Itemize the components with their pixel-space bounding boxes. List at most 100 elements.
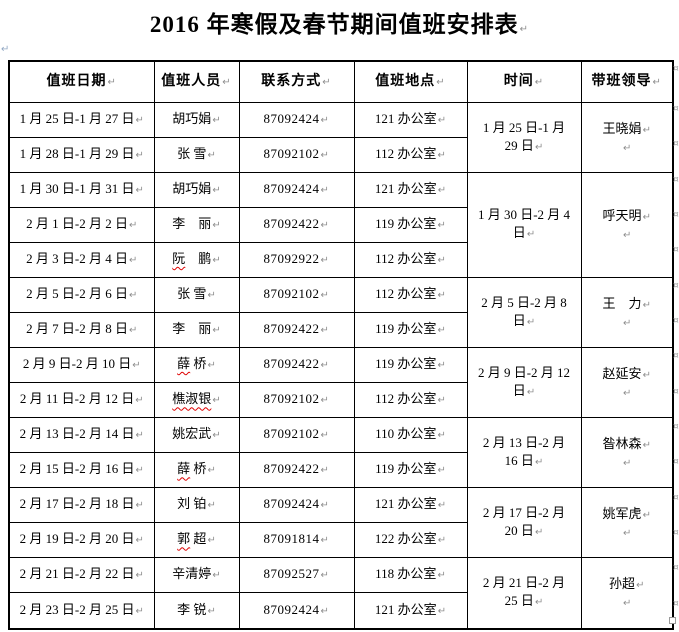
duty-date-cell[interactable]: 2 月 9 日-2 月 10 日↵ [8, 347, 155, 384]
duty-person-cell[interactable]: 樵淑银↵ [153, 382, 240, 419]
time-range-cell[interactable]: 2 月 17 日-2 月 20 日↵ [466, 487, 582, 559]
duty-date-cell[interactable]: 1 月 25 日-1 月 27 日↵ [8, 101, 155, 139]
leader-cell[interactable]: 赵延安↵ ↵ [580, 347, 674, 419]
paragraph-mark: ↵ [437, 150, 446, 162]
duty-date-cell[interactable]: 2 月 3 日-2 月 4 日↵ [8, 242, 155, 279]
table-row: 2 月 7 日-2 月 8 日↵ 李 丽↵ 87092422↵ 119 办公室↵ [8, 312, 673, 349]
time-range-cell[interactable]: 2 月 5 日-2 月 8 日↵ [466, 277, 582, 349]
duty-date-cell[interactable]: 2 月 15 日-2 月 16 日↵ [8, 452, 155, 489]
duty-date-cell[interactable]: 2 月 11 日-2 月 12 日↵ [8, 382, 155, 419]
time-range-cell[interactable]: 2 月 9 日-2 月 12 日↵ [466, 347, 582, 419]
contact-phone-cell[interactable]: 87092102↵ [238, 382, 355, 419]
person-text: 桥 [190, 461, 207, 477]
duty-location-cell[interactable]: 119 办公室↵ [353, 207, 468, 244]
row-end-mark: ¤ [673, 599, 679, 609]
leader-cell[interactable]: 姚军虎↵ ↵ [580, 487, 674, 559]
duty-date-cell[interactable]: 2 月 1 日-2 月 2 日↵ [8, 207, 155, 244]
duty-person-cell[interactable]: 胡巧娟↵ [153, 172, 240, 209]
duty-date-cell[interactable]: 2 月 17 日-2 月 18 日↵ [8, 487, 155, 524]
paragraph-mark: ↵ [135, 570, 144, 582]
contact-phone-cell[interactable]: 87092424↵ [238, 101, 355, 139]
paragraph-mark: ↵ [107, 76, 117, 88]
contact-phone-cell[interactable]: 87092527↵ [238, 557, 355, 594]
duty-person-cell[interactable]: 李 锐↵ [153, 592, 240, 630]
time-range-cell[interactable]: 2 月 21 日-2 月 25 日↵ [466, 557, 582, 630]
paragraph-mark: ↵ [623, 527, 632, 539]
header-duty-location[interactable]: 值班地点↵ [353, 60, 468, 103]
duty-location-cell[interactable]: 121 办公室↵ [353, 487, 468, 524]
contact-phone-cell[interactable]: 87092422↵ [238, 312, 355, 349]
page-title[interactable]: 2016 年寒假及春节期间值班安排表↵ [0, 5, 679, 39]
duty-location-cell[interactable]: 121 办公室↵ [353, 172, 468, 209]
duty-date-cell[interactable]: 2 月 23 日-2 月 25 日↵ [8, 592, 155, 630]
contact-phone-cell[interactable]: 87092102↵ [238, 137, 355, 174]
contact-phone-cell[interactable]: 87092422↵ [238, 207, 355, 244]
contact-phone-cell[interactable]: 87092422↵ [238, 347, 355, 384]
header-time[interactable]: 时间↵ [466, 60, 582, 103]
duty-person-cell[interactable]: 张 雪↵ [153, 277, 240, 314]
duty-date-cell[interactable]: 2 月 13 日-2 月 14 日↵ [8, 417, 155, 454]
header-leader[interactable]: 带班领导↵ [580, 60, 674, 103]
leader-text: 姚军虎 [602, 505, 642, 521]
duty-location-cell[interactable]: 119 办公室↵ [353, 452, 468, 489]
duty-person-cell[interactable]: 薛 桥↵ [153, 452, 240, 489]
table-row: 2 月 13 日-2 月 14 日↵ 姚宏武↵ 87092102↵ 110 办公室↵ 2… [8, 417, 674, 489]
contact-phone-cell[interactable]: 87092424↵ [238, 172, 355, 209]
contact-phone-cell[interactable]: 87092102↵ [238, 417, 355, 454]
duty-location-cell[interactable]: 121 办公室↵ [353, 592, 468, 630]
paragraph-mark: ↵ [320, 290, 330, 302]
duty-location-cell[interactable]: 119 办公室↵ [353, 347, 468, 384]
duty-date-cell[interactable]: 1 月 30 日-1 月 31 日↵ [8, 172, 155, 209]
leader-cell[interactable]: 王晓娟↵ ↵ [580, 101, 674, 174]
time-range-cell[interactable]: 1 月 30 日-2 月 4 日↵ [466, 172, 582, 279]
duty-person-cell[interactable]: 李 丽↵ [153, 312, 240, 349]
paragraph-mark: ↵ [642, 369, 651, 381]
duty-location-cell[interactable]: 110 办公室↵ [353, 417, 468, 454]
duty-location-cell[interactable]: 112 办公室↵ [353, 242, 468, 279]
duty-person-cell[interactable]: 李 丽↵ [153, 207, 240, 244]
time-text-line2: 日 [512, 382, 526, 398]
paragraph-mark: ↵ [437, 325, 446, 337]
duty-location-cell[interactable]: 121 办公室↵ [353, 101, 468, 139]
duty-person-cell[interactable]: 胡巧娟↵ [153, 101, 240, 139]
duty-location-cell[interactable]: 112 办公室↵ [353, 137, 468, 174]
contact-phone-cell[interactable]: 87092102↵ [238, 277, 355, 314]
duty-date-cell[interactable]: 2 月 19 日-2 月 20 日↵ [8, 522, 155, 559]
contact-phone-cell[interactable]: 87092922↵ [238, 242, 355, 279]
duty-location-cell[interactable]: 122 办公室↵ [353, 522, 468, 559]
duty-person-cell[interactable]: 刘 铂↵ [153, 487, 240, 524]
header-duty-person[interactable]: 值班人员↵ [153, 60, 240, 103]
duty-person-cell[interactable]: 薛 桥↵ [153, 347, 240, 384]
contact-phone-cell[interactable]: 87091814↵ [238, 522, 355, 559]
contact-phone-cell[interactable]: 87092422↵ [238, 452, 355, 489]
header-contact[interactable]: 联系方式↵ [238, 60, 355, 103]
duty-person-cell[interactable]: 张 雪↵ [153, 137, 240, 174]
room-text: 121 办公室 [374, 601, 437, 617]
duty-date-cell[interactable]: 1 月 28 日-1 月 29 日↵ [8, 137, 155, 174]
time-range-cell[interactable]: 2 月 13 日-2 月 16 日↵ [466, 417, 582, 489]
duty-date-cell[interactable]: 2 月 5 日-2 月 6 日↵ [8, 277, 155, 314]
header-duty-date[interactable]: 值班日期↵ [8, 60, 155, 103]
duty-location-cell[interactable]: 112 办公室↵ [353, 382, 468, 419]
contact-phone-cell[interactable]: 87092424↵ [238, 592, 355, 630]
duty-person-cell[interactable]: 辛清婷↵ [153, 557, 240, 594]
duty-date-cell[interactable]: 2 月 21 日-2 月 22 日↵ [8, 557, 155, 594]
leader-text: 王晓娟 [602, 120, 642, 136]
leader-cell[interactable]: 孙超↵ ↵ [580, 557, 674, 630]
header-text: 时间 [503, 73, 534, 89]
room-text: 119 办公室 [375, 216, 437, 232]
duty-location-cell[interactable]: 118 办公室↵ [353, 557, 468, 594]
contact-phone-cell[interactable]: 87092424↵ [238, 487, 355, 524]
leader-cell[interactable]: 昝林森↵ ↵ [580, 417, 674, 489]
duty-location-cell[interactable]: 112 办公室↵ [353, 277, 468, 314]
leader-cell[interactable]: 王 力↵ ↵ [580, 277, 674, 349]
duty-person-cell[interactable]: 阮 鹏↵ [153, 242, 240, 279]
person-text: 张 雪 [177, 286, 207, 302]
duty-date-cell[interactable]: 2 月 7 日-2 月 8 日↵ [8, 312, 155, 349]
duty-person-cell[interactable]: 郭 超↵ [153, 522, 240, 559]
leader-name: 王晓娟↵ [584, 120, 671, 140]
time-range-cell[interactable]: 1 月 25 日-1 月 29 日↵ [466, 101, 582, 174]
duty-location-cell[interactable]: 119 办公室↵ [353, 312, 468, 349]
leader-cell[interactable]: 呼天明↵ ↵ [580, 172, 674, 279]
duty-person-cell[interactable]: 姚宏武↵ [153, 417, 240, 454]
